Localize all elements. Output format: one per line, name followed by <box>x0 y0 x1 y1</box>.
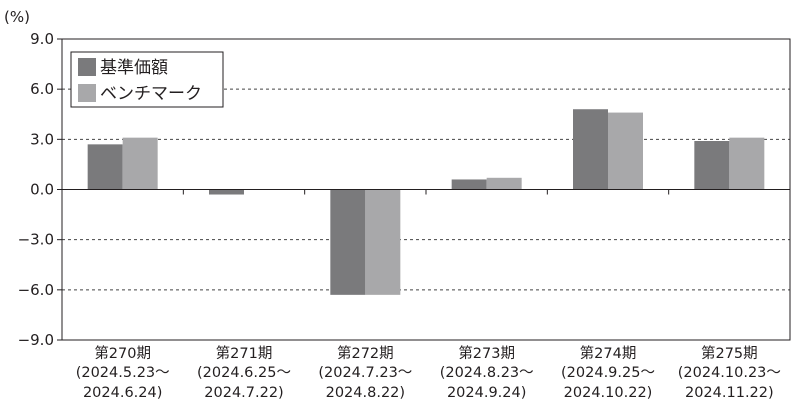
bar-nav-5 <box>694 141 730 190</box>
legend-label: ベンチマーク <box>100 84 202 104</box>
legend-swatch <box>78 58 96 76</box>
bar-nav-2 <box>330 189 366 295</box>
zero-line <box>62 189 790 195</box>
legend-box <box>70 51 224 108</box>
bar-nav-1 <box>209 189 244 195</box>
y-tick-label: 0.0 <box>30 181 54 199</box>
plot-area-frame <box>61 38 791 341</box>
y-axis-ticks: 9.0 6.0 3.0 0.0 −3.0 −6.0 −9.0 <box>18 30 62 349</box>
bar-benchmark-0 <box>122 137 158 190</box>
category-label-range-start: (2024.10.23〜 <box>678 365 781 381</box>
y-tick-label: 6.0 <box>30 80 54 98</box>
y-tick-label: −3.0 <box>18 231 54 249</box>
bar-nav-4 <box>573 109 608 190</box>
bar-nav-0 <box>87 144 123 190</box>
category-label-period: 第271期 <box>216 344 273 362</box>
category-label-range-end: 2024.9.24) <box>447 385 526 401</box>
legend-label: 基準価額 <box>100 58 168 78</box>
category-label-range-start: (2024.7.23〜 <box>318 365 412 381</box>
y-tick-label: −9.0 <box>18 331 54 349</box>
category-label-range-start: (2024.6.25〜 <box>197 365 291 381</box>
category-label-period: 第275期 <box>701 344 758 362</box>
bar-benchmark-5 <box>729 137 765 190</box>
category-label-period: 第272期 <box>337 344 394 362</box>
bar-benchmark-4 <box>608 112 643 190</box>
category-label-range-end: 2024.7.22) <box>204 385 283 401</box>
legend-swatch <box>78 84 96 102</box>
category-label-range-end: 2024.10.22) <box>564 385 653 401</box>
category-label-period: 第274期 <box>580 344 637 362</box>
y-tick-label: 9.0 <box>30 30 54 48</box>
x-axis-category-labels: 第270期 (2024.5.23〜 2024.6.24) 第271期 (2024.6.2… <box>76 344 781 401</box>
category-label-range-end: 2024.6.24) <box>83 385 162 401</box>
category-label-range-end: 2024.11.22) <box>685 385 774 401</box>
category-label-range-start: (2024.8.23〜 <box>440 365 534 381</box>
y-tick-label: −6.0 <box>18 281 54 299</box>
category-label-range-start: (2024.5.23〜 <box>76 365 170 381</box>
category-label-range-end: 2024.8.22) <box>326 385 405 401</box>
bar-benchmark-3 <box>486 177 522 190</box>
y-tick-label: 3.0 <box>30 130 54 148</box>
category-label-period: 第270期 <box>94 344 151 362</box>
category-label-range-start: (2024.9.25〜 <box>561 365 655 381</box>
bars <box>87 109 765 295</box>
category-label-period: 第273期 <box>458 344 515 362</box>
bar-benchmark-2 <box>365 189 401 295</box>
y-axis-unit-label: (%) <box>4 8 30 26</box>
bar-nav-3 <box>451 179 487 190</box>
